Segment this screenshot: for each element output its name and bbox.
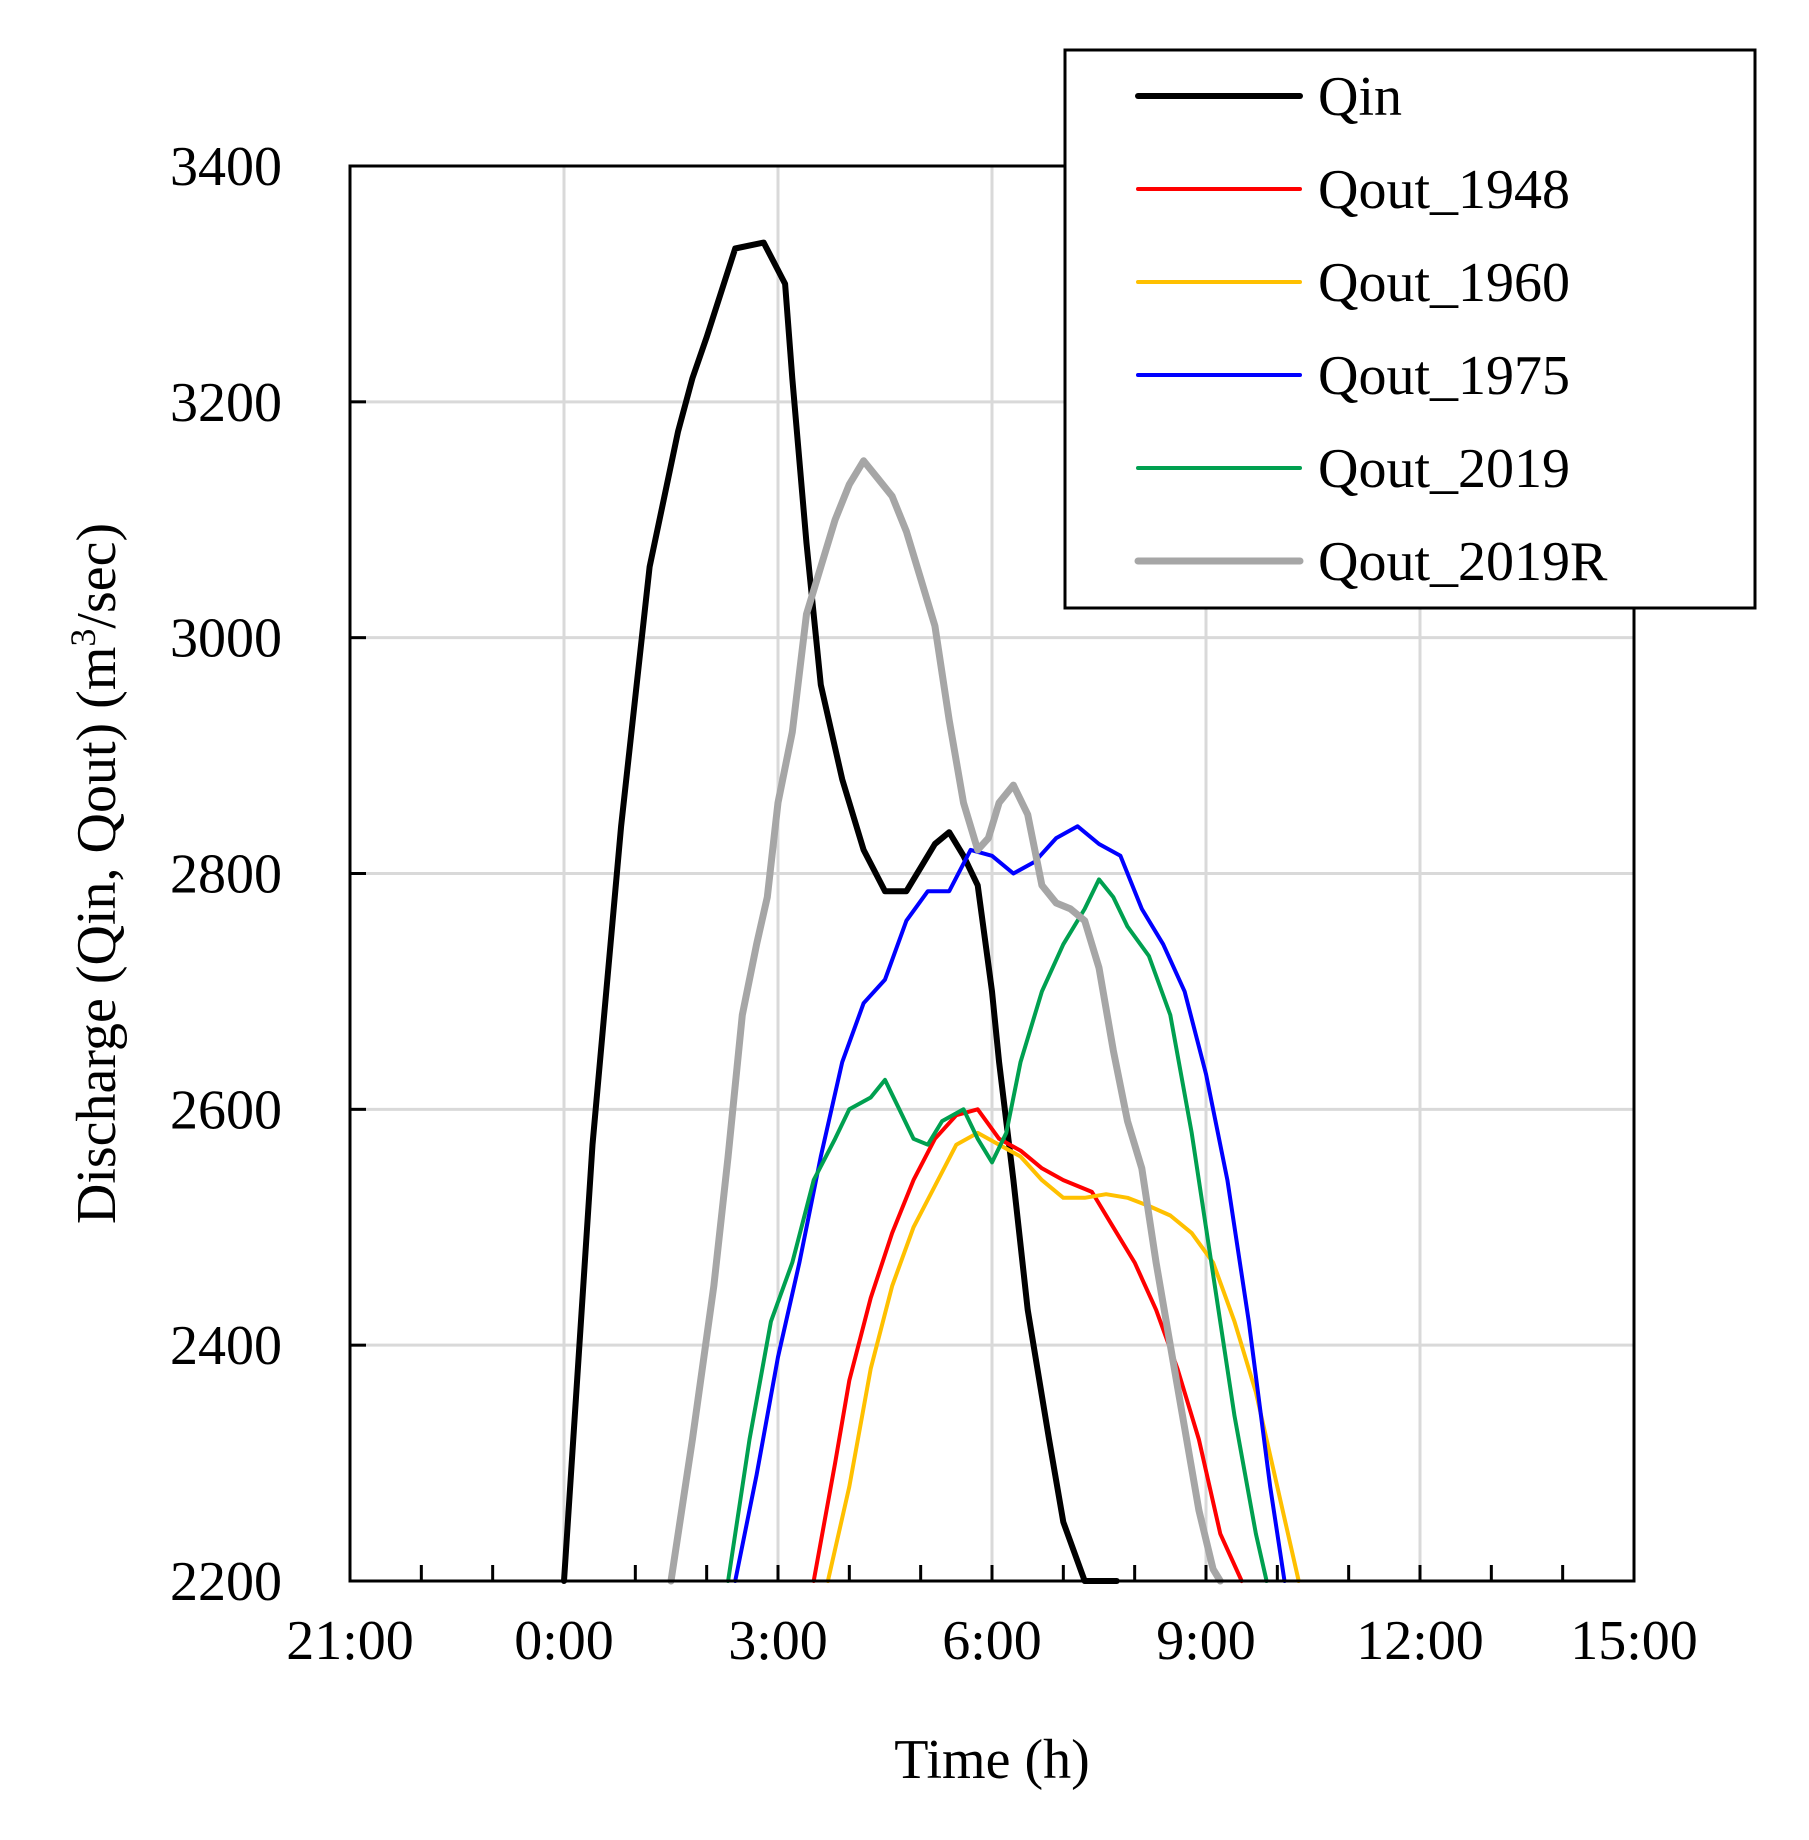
x-tick-label: 6:00	[942, 1610, 1042, 1672]
y-axis-title: Discharge (Qin, Qout) (m3/sec)	[63, 523, 128, 1224]
x-tick-label: 12:00	[1356, 1610, 1484, 1672]
legend-label: Qout_2019R	[1318, 531, 1608, 593]
series-line-qout-1960	[825, 1130, 1301, 1583]
y-tick-label: 3000	[170, 608, 282, 670]
y-tick-label: 2600	[170, 1079, 282, 1141]
x-axis-title: Time (h)	[894, 1729, 1090, 1791]
y-tick-label: 2800	[170, 844, 282, 906]
legend-label: Qout_1975	[1318, 345, 1570, 407]
x-tick-label: 9:00	[1156, 1610, 1256, 1672]
y-tick-label: 2200	[170, 1551, 282, 1613]
x-tick-label: 3:00	[728, 1610, 828, 1672]
legend-label: Qout_1960	[1318, 252, 1570, 314]
x-tick-label: 15:00	[1570, 1610, 1698, 1672]
x-tick-label: 0:00	[514, 1610, 614, 1672]
x-axis-tick-labels: 21:00 0:00 3:00 6:00 9:00 12:00 15:00	[286, 1610, 1698, 1672]
series-line-qin	[561, 239, 1120, 1584]
legend-entry: Qout_1975	[1136, 345, 1570, 407]
series-line-qout-2019r	[667, 457, 1224, 1585]
series-line-qout-1975	[733, 824, 1287, 1583]
legend-box	[1063, 48, 1757, 610]
y-tick-label: 3200	[170, 372, 282, 434]
legend-entry: Qout_1960	[1136, 252, 1570, 314]
legend: Qin Qout_1948 Qout_1960 Qout_1975 Qout_2019 Q…	[1063, 48, 1757, 610]
x-tick-label: 21:00	[286, 1610, 414, 1672]
legend-entry: Qout_2019	[1136, 438, 1570, 500]
axis-ticks	[348, 164, 1636, 1583]
legend-label: Qout_1948	[1318, 159, 1570, 221]
series-line-qout-2019	[726, 877, 1269, 1583]
legend-entry: Qin	[1135, 66, 1402, 128]
legend-entry: Qout_1948	[1136, 159, 1570, 221]
y-axis-tick-labels: 2200 2400 2600 2800 3000 3200 3400	[170, 136, 282, 1613]
legend-label: Qout_2019	[1318, 438, 1570, 500]
y-axis-title-end: /sec)	[66, 523, 128, 629]
legend-entry: Qout_2019R	[1134, 531, 1608, 593]
y-tick-label: 2400	[170, 1315, 282, 1377]
legend-label: Qin	[1318, 66, 1402, 128]
series-lines	[561, 239, 1301, 1585]
y-axis-title-superscript: 3	[63, 629, 103, 647]
y-tick-label: 3400	[170, 136, 282, 198]
y-axis-title-main: Discharge (Qin, Qout) (m	[66, 647, 128, 1225]
